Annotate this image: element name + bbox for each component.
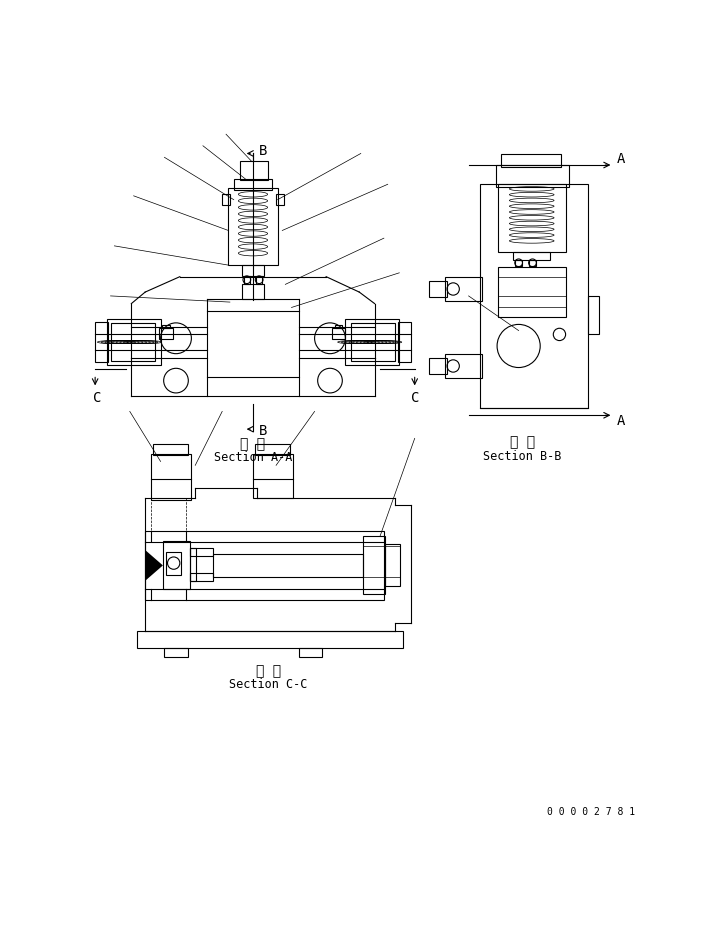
- Bar: [228, 188, 278, 265]
- Bar: [242, 283, 263, 299]
- Text: A: A: [616, 152, 625, 166]
- Text: C: C: [93, 391, 101, 405]
- Bar: [363, 536, 384, 594]
- Bar: [242, 265, 263, 276]
- Bar: [145, 531, 384, 600]
- Text: 0 0 0 0 2 7 8 1: 0 0 0 0 2 7 8 1: [547, 807, 635, 817]
- Bar: [256, 444, 290, 456]
- Bar: [253, 454, 293, 498]
- Bar: [165, 648, 188, 657]
- Bar: [588, 296, 599, 334]
- Bar: [243, 276, 250, 283]
- Bar: [190, 548, 196, 581]
- Bar: [137, 631, 403, 648]
- Bar: [95, 322, 108, 362]
- Text: A: A: [616, 415, 625, 429]
- Bar: [150, 454, 190, 500]
- Text: 断 面: 断 面: [510, 435, 535, 449]
- Bar: [334, 325, 342, 328]
- Bar: [107, 319, 160, 365]
- Text: Section A-A: Section A-A: [214, 451, 292, 464]
- Bar: [332, 328, 345, 339]
- Bar: [345, 319, 400, 365]
- Text: 断 面: 断 面: [241, 437, 266, 451]
- Text: 断 面: 断 面: [256, 665, 281, 679]
- Bar: [498, 184, 566, 252]
- Bar: [159, 328, 173, 339]
- Text: Section B-B: Section B-B: [483, 450, 561, 463]
- Bar: [480, 184, 588, 407]
- Bar: [222, 194, 230, 205]
- Text: B: B: [258, 424, 267, 438]
- Bar: [498, 268, 566, 318]
- Bar: [528, 259, 536, 266]
- Bar: [233, 179, 272, 190]
- Bar: [190, 573, 213, 581]
- Bar: [445, 277, 483, 301]
- Text: B: B: [258, 144, 267, 158]
- Bar: [240, 161, 268, 181]
- Bar: [445, 354, 483, 379]
- Bar: [513, 252, 550, 259]
- Bar: [162, 325, 170, 328]
- Bar: [429, 281, 447, 297]
- Bar: [190, 548, 213, 557]
- Bar: [276, 194, 284, 205]
- Bar: [384, 544, 400, 586]
- Bar: [110, 323, 155, 361]
- Polygon shape: [145, 550, 163, 581]
- Bar: [351, 323, 395, 361]
- Bar: [429, 357, 447, 374]
- Bar: [515, 259, 523, 266]
- Bar: [166, 552, 181, 575]
- Bar: [256, 276, 262, 283]
- Text: Section C-C: Section C-C: [229, 678, 308, 692]
- Text: C: C: [411, 391, 419, 405]
- Bar: [153, 444, 188, 456]
- Bar: [299, 648, 322, 657]
- Bar: [501, 155, 561, 167]
- Bar: [495, 165, 569, 186]
- Bar: [163, 541, 190, 589]
- Bar: [398, 322, 411, 362]
- Bar: [213, 554, 363, 577]
